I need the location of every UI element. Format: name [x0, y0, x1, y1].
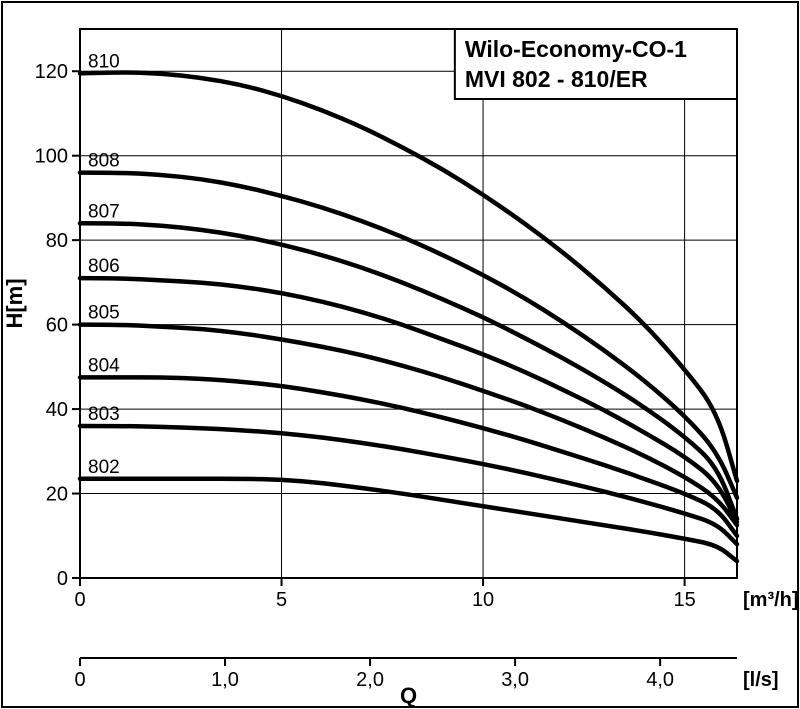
x1-tick-label: 15 — [673, 589, 695, 611]
curve-803 — [80, 426, 737, 544]
curve-810 — [80, 72, 737, 480]
curve-label-802: 802 — [88, 457, 120, 478]
curve-label-803: 803 — [88, 404, 120, 425]
y-tick-label: 20 — [46, 484, 68, 506]
title-line2: MVI 802 - 810/ER — [465, 66, 648, 92]
y-tick-label: 80 — [46, 230, 68, 252]
curve-label-807: 807 — [88, 201, 120, 222]
x2-tick-label: 2,0 — [356, 669, 384, 691]
curve-label-808: 808 — [88, 151, 120, 172]
x2-tick-label: 0 — [74, 669, 85, 691]
x1-tick-label: 10 — [472, 589, 494, 611]
x1-tick-label: 5 — [276, 589, 287, 611]
y-tick-label: 100 — [35, 146, 68, 168]
curve-label-805: 805 — [88, 303, 120, 324]
curve-802 — [80, 479, 737, 561]
chart-svg: 0 20 40 60 80 100 120 0 5 10 15 [m³/h] 0 1,0 2,0 3,0 4,0… — [0, 0, 800, 709]
x2-tick-label: 3,0 — [501, 669, 529, 691]
x2-tick-label: 1,0 — [211, 669, 239, 691]
x2-tick-label: 4,0 — [646, 669, 674, 691]
pump-chart: 0 20 40 60 80 100 120 0 5 10 15 [m³/h] 0 1,0 2,0 3,0 4,0… — [0, 0, 800, 709]
curve-label-806: 806 — [88, 256, 120, 277]
curve-806 — [80, 278, 737, 522]
x1-tick-label: 0 — [74, 589, 85, 611]
x1-unit: [m³/h] — [743, 589, 799, 611]
x2-unit: [l/s] — [743, 669, 779, 691]
y-tick-label: 40 — [46, 399, 68, 421]
y-tick-label: 120 — [35, 61, 68, 83]
curve-label-804: 804 — [88, 355, 120, 376]
y-tick-label: 0 — [57, 568, 68, 590]
y-axis-label: H[m] — [2, 278, 27, 328]
curve-label-810: 810 — [88, 51, 120, 72]
x-axis-label: Q — [400, 683, 417, 708]
y-tick-label: 60 — [46, 315, 68, 337]
title-line1: Wilo-Economy-CO-1 — [465, 36, 687, 62]
